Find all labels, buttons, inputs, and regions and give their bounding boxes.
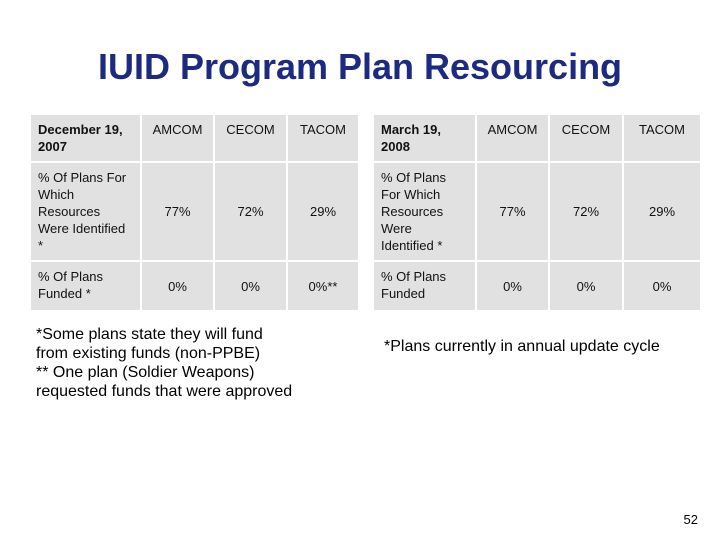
value-cell: 29% [622,161,702,262]
value-cell: 0% [140,260,215,312]
footnote-line: *Some plans state they will fund [36,326,263,343]
header-cell: December 19, 2007 [29,113,142,163]
table-body: March 19, 2008 AMCOM CECOM TACOM% Of Plans … [372,113,702,312]
row-label: % Of Plans For Which Resources Were Iden… [29,161,142,262]
value-cell: 29% [286,161,360,262]
footnote-line: *Plans currently in annual update cycle [384,338,660,355]
header-cell: CECOM [213,113,288,163]
table-row: % Of Plans For Which Resources Were Iden… [372,161,702,262]
footnote-line: ** One plan (Soldier Weapons) [36,364,255,381]
row-label: % Of Plans Funded * [29,260,142,312]
value-cell: 72% [213,161,288,262]
table-body: December 19, 2007 AMCOM CECOM TACOM% Of Pla… [29,113,360,312]
value-cell: 72% [548,161,624,262]
header-row: March 19, 2008 AMCOM CECOM TACOM [372,113,702,163]
value-cell: 0%** [286,260,360,312]
data-table: March 19, 2008 AMCOM CECOM TACOM% Of Plans … [372,113,702,312]
value-cell: 0% [622,260,702,312]
row-label: % Of Plans Funded [372,260,477,312]
header-cell: TACOM [286,113,360,163]
header-cell: March 19, 2008 [372,113,477,163]
footnote: *Some plans state they will fund from exi… [36,325,292,401]
value-cell: 0% [548,260,624,312]
row-label: % Of Plans For Which Resources Were Iden… [372,161,477,262]
table-row: % Of Plans Funded 0% 0% 0% [372,260,702,312]
footnote: *Plans currently in annual update cycle [384,337,660,356]
header-cell: CECOM [548,113,624,163]
slide-title: IUID Program Plan Resourcing [97,46,623,87]
footnote-line: requested funds that were approved [36,383,293,400]
table-row: % Of Plans For Which Resources Were Iden… [29,161,360,262]
header-cell: AMCOM [475,113,550,163]
footnote-line: from existing funds (non-PPBE) [36,345,261,362]
value-cell: 77% [140,161,215,262]
table-row: % Of Plans Funded * 0% 0% 0%** [29,260,360,312]
value-cell: 0% [213,260,288,312]
value-cell: 0% [475,260,550,312]
header-cell: AMCOM [140,113,215,163]
header-cell: TACOM [622,113,702,163]
page-number: 52 [683,512,698,527]
header-row: December 19, 2007 AMCOM CECOM TACOM [29,113,360,163]
value-cell: 77% [475,161,550,262]
data-table: December 19, 2007 AMCOM CECOM TACOM% Of Pla… [29,113,360,312]
